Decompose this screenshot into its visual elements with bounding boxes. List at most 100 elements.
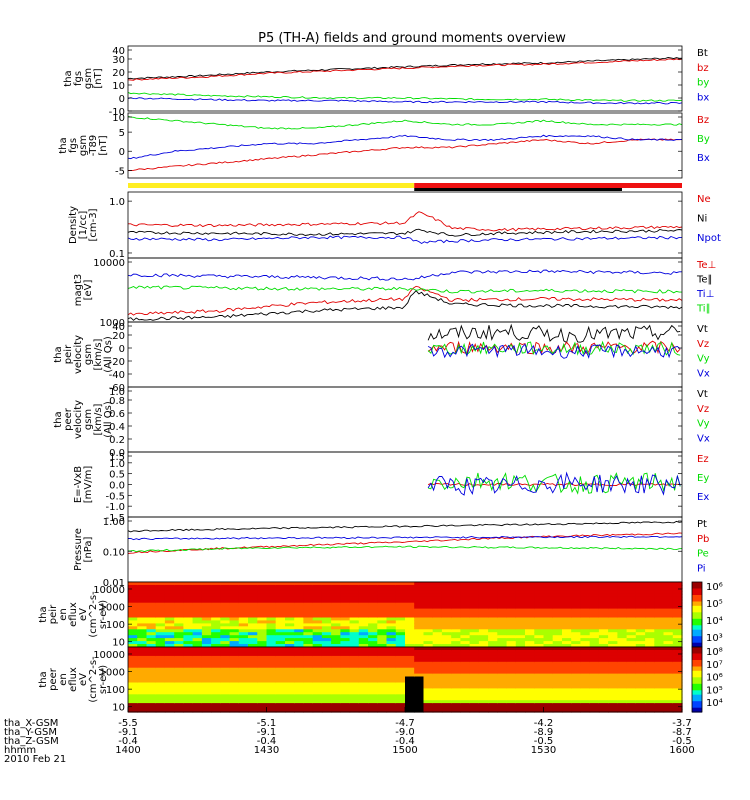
spectrogram-cell <box>543 709 554 713</box>
y-tick-label: 0 <box>119 147 125 158</box>
spectrogram-cell <box>525 700 535 704</box>
spectrogram-cell <box>663 629 674 633</box>
y-axis-label: [nT] <box>93 68 104 88</box>
spectrogram-cell <box>146 703 157 707</box>
spectrogram-cell <box>137 590 147 595</box>
spectrogram-cell <box>414 685 424 689</box>
spectrogram-cell <box>377 661 388 666</box>
spectrogram-cell <box>395 632 406 636</box>
spectrogram-cell <box>201 611 212 616</box>
spectrogram-cell <box>571 676 581 681</box>
spectrogram-cell <box>571 644 581 648</box>
spectrogram-cell <box>469 685 480 689</box>
spectrogram-cell <box>672 658 683 663</box>
y-tick-label: 0.2 <box>109 435 125 446</box>
axis-row-value: 1500 <box>392 745 417 756</box>
spectrogram-cell <box>349 629 360 633</box>
colorbar-swatch <box>692 692 702 696</box>
spectrogram-cell <box>183 664 194 669</box>
spectrogram-cell <box>608 629 618 633</box>
spectrogram-cell <box>358 655 369 660</box>
spectrogram-cell <box>321 590 332 595</box>
spectrogram-cell <box>552 647 563 651</box>
spectrogram-cell <box>663 605 674 610</box>
spectrogram-cell <box>635 679 646 684</box>
spectrogram-cell <box>211 611 221 616</box>
spectrogram-cell <box>432 620 443 624</box>
spectrogram-cell <box>174 703 184 707</box>
spectrogram-cell <box>469 590 480 595</box>
spectrogram-cell <box>672 602 683 607</box>
spectrogram-cell <box>386 703 397 707</box>
spectrogram-cell <box>349 661 360 666</box>
spectrogram-cell <box>266 697 277 701</box>
spectrogram-cell <box>294 590 304 595</box>
spectrogram-cell <box>497 623 508 627</box>
spectrogram-cell <box>515 709 526 713</box>
spectrogram-cell <box>340 644 351 648</box>
spectrogram-cell <box>229 638 240 642</box>
spectrogram-cell <box>377 650 388 654</box>
spectrogram-cell <box>663 670 674 675</box>
spectrogram-cell <box>635 620 646 624</box>
spectrogram-cell <box>331 676 341 681</box>
spectrogram-cell <box>488 647 498 651</box>
spectrogram-cell <box>248 590 258 595</box>
spectrogram-cell <box>598 647 609 651</box>
spectrogram-cell <box>598 682 609 687</box>
spectrogram-cell <box>663 691 674 695</box>
spectrogram-cell <box>414 620 424 624</box>
spectrogram-cell <box>174 629 184 633</box>
spectrogram-cell <box>174 620 184 624</box>
spectrogram-cell <box>377 664 388 669</box>
spectrogram-cell <box>275 608 286 613</box>
spectrogram-cell <box>543 670 554 675</box>
spectrogram-cell <box>460 585 471 589</box>
colorbar-swatch <box>692 688 702 691</box>
spectrogram-cell <box>672 652 683 657</box>
spectrogram-cell <box>183 667 194 672</box>
spectrogram-cell <box>395 679 406 684</box>
legend-entry: By <box>697 134 710 145</box>
spectrogram-cell <box>174 688 184 692</box>
spectrogram-cell <box>303 652 314 657</box>
spectrogram-cell <box>608 652 618 657</box>
spectrogram-cell <box>128 670 138 675</box>
spectrogram-cell <box>137 644 147 648</box>
spectrogram-cell <box>423 590 434 595</box>
spectrogram-cell <box>229 664 240 669</box>
y-tick-label: 1.0 <box>109 387 125 398</box>
spectrogram-cell <box>294 623 304 627</box>
spectrogram-cell <box>386 632 397 636</box>
spectrogram-cell <box>321 608 332 613</box>
y-axis-label: [cm-3] <box>88 208 99 241</box>
spectrogram-cell <box>285 676 295 681</box>
spectrogram-cell <box>451 641 461 645</box>
spectrogram-cell <box>460 587 471 592</box>
spectrogram-cell <box>211 664 221 669</box>
spectrogram-cell <box>654 676 665 681</box>
spectrogram-cell <box>663 697 674 701</box>
spectrogram-cell <box>238 587 249 592</box>
spectrogram-cell <box>164 703 175 707</box>
spectrogram-cell <box>506 664 517 669</box>
spectrogram-cell <box>562 602 572 607</box>
spectrogram-cell <box>257 608 268 613</box>
spectrogram-cell <box>432 700 443 704</box>
spectrogram-cell <box>488 658 498 663</box>
spectrogram-cell <box>312 593 323 598</box>
spectrogram-cell <box>201 650 212 654</box>
spectrogram-cell <box>266 685 277 689</box>
spectrogram-cell <box>386 685 397 689</box>
spectrogram-cell <box>174 658 184 663</box>
spectrogram-cell <box>441 694 452 698</box>
spectrogram-cell <box>192 647 203 651</box>
spectrogram-cell <box>506 611 517 616</box>
spectrogram-cell <box>405 638 415 642</box>
spectrogram-cell <box>441 611 452 616</box>
spectrogram-cell <box>654 599 665 604</box>
spectrogram-cell <box>663 650 674 654</box>
spectrogram-cell <box>220 650 231 654</box>
spectrogram-cell <box>608 647 618 651</box>
spectrogram-cell <box>451 652 461 657</box>
